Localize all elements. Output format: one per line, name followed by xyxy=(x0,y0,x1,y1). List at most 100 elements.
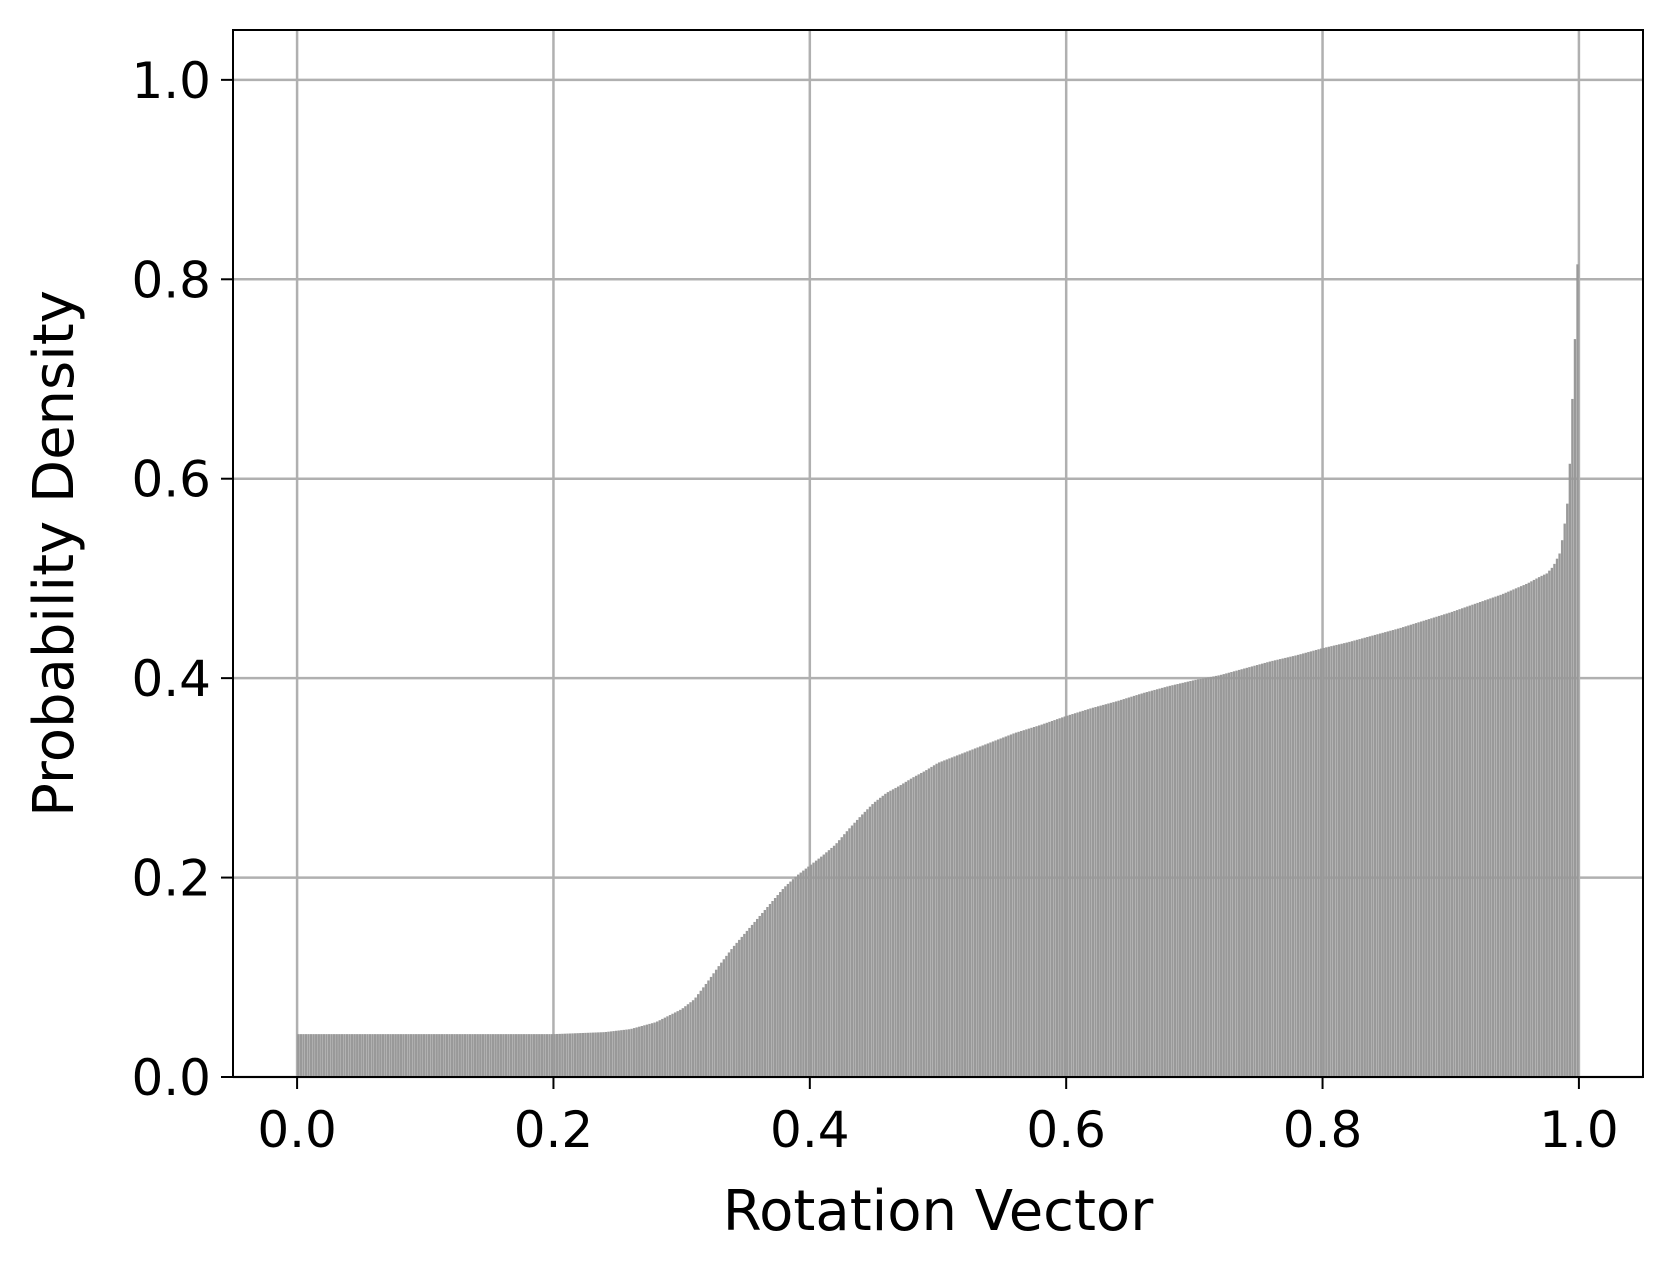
histogram-bar xyxy=(299,1034,303,1077)
histogram-bar xyxy=(1061,717,1064,1077)
histogram-bar xyxy=(773,898,777,1077)
histogram-bar xyxy=(704,983,708,1077)
histogram-bar xyxy=(1312,650,1315,1077)
x-tick-label-1: 0.2 xyxy=(514,1101,594,1159)
histogram-bar xyxy=(1504,592,1507,1077)
histogram-bar xyxy=(1514,588,1518,1077)
histogram-bar xyxy=(1081,710,1084,1077)
histogram-bar xyxy=(940,761,943,1077)
histogram-bar xyxy=(712,973,715,1077)
histogram-bar xyxy=(612,1031,615,1077)
x-tick-label-2: 0.4 xyxy=(770,1101,850,1159)
histogram-bar xyxy=(1448,612,1451,1077)
histogram-bar xyxy=(622,1029,626,1077)
histogram-bar xyxy=(1325,647,1328,1077)
histogram-bar xyxy=(1220,674,1223,1077)
histogram-bar xyxy=(863,811,867,1077)
histogram-bar xyxy=(356,1034,359,1077)
histogram-bar xyxy=(1084,710,1087,1077)
histogram-bar xyxy=(420,1034,423,1077)
histogram-bar xyxy=(1294,655,1297,1077)
histogram-bar xyxy=(1481,601,1484,1077)
histogram-bar xyxy=(691,1000,695,1077)
histogram-bar xyxy=(1432,617,1436,1077)
histogram-bar xyxy=(1281,658,1284,1077)
histogram-bar xyxy=(1027,728,1031,1077)
histogram-bar xyxy=(640,1025,643,1077)
histogram-bar xyxy=(1566,503,1569,1078)
histogram-bar xyxy=(1537,577,1541,1077)
histogram-bar xyxy=(1417,622,1420,1077)
histogram-bar xyxy=(1376,634,1379,1077)
histogram-bar xyxy=(399,1034,402,1077)
histogram-bar xyxy=(955,755,959,1077)
histogram-bar xyxy=(809,864,813,1077)
histogram-bar xyxy=(1184,682,1187,1077)
histogram-bar xyxy=(1296,654,1300,1077)
histogram-bar xyxy=(1340,643,1343,1077)
histogram-bar xyxy=(1496,595,1500,1077)
histogram-bar xyxy=(861,814,864,1077)
histogram-bar xyxy=(1212,676,1215,1077)
histogram-bar xyxy=(1540,575,1543,1077)
histogram-bar xyxy=(825,852,828,1077)
histogram-bar xyxy=(358,1034,361,1077)
histogram-bar xyxy=(904,781,908,1077)
histogram-bar xyxy=(522,1034,526,1077)
histogram-bar xyxy=(1555,558,1559,1077)
histogram-bar xyxy=(1086,709,1090,1077)
histogram-bar xyxy=(673,1012,677,1077)
histogram-bar xyxy=(609,1031,613,1077)
histogram-bar xyxy=(1266,662,1269,1077)
histogram-bar xyxy=(1494,596,1497,1077)
histogram-bar xyxy=(973,748,977,1077)
histogram-bar xyxy=(1571,398,1574,1077)
histogram-bar xyxy=(304,1034,308,1077)
histogram-bar xyxy=(579,1033,582,1077)
histogram-bar xyxy=(1258,664,1261,1077)
histogram-bar xyxy=(891,789,895,1077)
histogram-bar xyxy=(550,1034,554,1077)
histogram-bar xyxy=(745,930,749,1077)
histogram-bar xyxy=(1471,604,1474,1077)
histogram-bar xyxy=(676,1011,679,1077)
histogram-bar xyxy=(961,753,964,1077)
histogram-bar xyxy=(1253,665,1256,1077)
histogram-bar xyxy=(1327,646,1331,1077)
histogram-bar xyxy=(804,868,808,1077)
histogram-bar xyxy=(302,1034,305,1077)
histogram-bar xyxy=(743,933,746,1077)
histogram-bar xyxy=(1507,591,1510,1077)
histogram-bar xyxy=(853,822,856,1077)
histogram-bar xyxy=(791,879,795,1077)
histogram-bar xyxy=(1112,702,1115,1077)
histogram-bar xyxy=(1243,668,1246,1077)
histogram-bar xyxy=(1309,651,1313,1077)
histogram-bar xyxy=(391,1034,395,1077)
histogram-bar xyxy=(517,1034,520,1077)
histogram-bar xyxy=(1550,567,1554,1077)
histogram-bar xyxy=(568,1033,572,1077)
histogram-bar xyxy=(1363,637,1366,1077)
histogram-bar xyxy=(1509,590,1513,1077)
histogram-bar xyxy=(538,1034,541,1077)
histogram-bar xyxy=(368,1034,372,1077)
histogram-bar xyxy=(1535,578,1538,1077)
histogram-bar xyxy=(532,1034,536,1077)
histogram-bar xyxy=(963,752,966,1077)
histogram-bar xyxy=(1181,682,1184,1077)
histogram-bar xyxy=(476,1034,479,1077)
histogram-bar xyxy=(1048,721,1051,1077)
histogram-bar xyxy=(1345,642,1348,1077)
histogram-bar xyxy=(363,1034,367,1077)
histogram-bar xyxy=(484,1034,487,1077)
histogram-bar xyxy=(1158,688,1161,1077)
histogram-bar xyxy=(1035,726,1038,1077)
histogram-bar xyxy=(827,850,831,1077)
histogram-bar xyxy=(1394,629,1397,1077)
histogram-bar xyxy=(1412,623,1415,1077)
histogram-bar xyxy=(845,831,849,1077)
histogram-bar xyxy=(750,924,754,1077)
histogram-bar xyxy=(866,809,869,1077)
